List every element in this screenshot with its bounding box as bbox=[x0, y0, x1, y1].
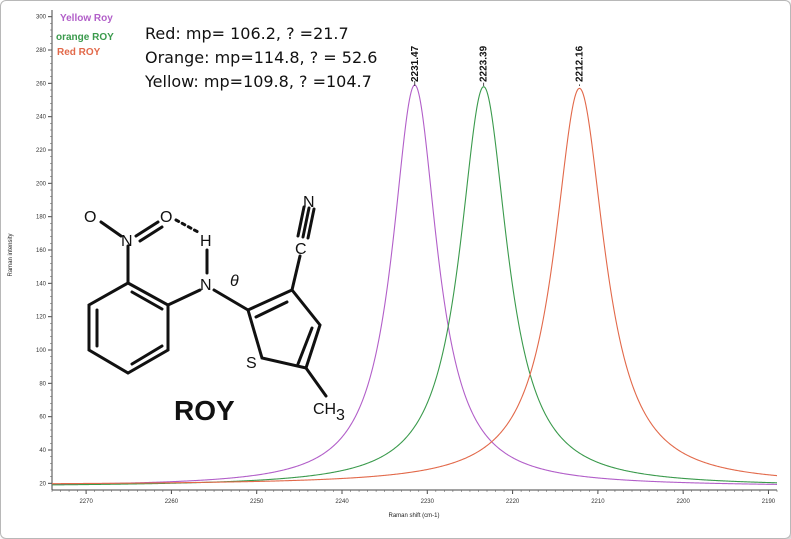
peak-labels: 2231.47 2223.39 2212.16 bbox=[410, 45, 585, 86]
annotation-red: Red: mp= 106.2, ? =21.7 bbox=[145, 24, 349, 43]
y-tick-label: 300 bbox=[36, 15, 47, 21]
benzene-inner-bond-2 bbox=[130, 290, 164, 311]
bond-nitro-o2 bbox=[134, 220, 160, 238]
series-line-1 bbox=[51, 86, 778, 486]
molecule-name: ROY bbox=[174, 395, 235, 426]
y-tick-label: 220 bbox=[36, 148, 47, 154]
x-tick-label: 2240 bbox=[335, 499, 349, 505]
atom-o1: O bbox=[84, 209, 96, 226]
y-tick-label: 120 bbox=[36, 315, 47, 321]
y-tick-label: 40 bbox=[39, 448, 46, 454]
atom-o2: O bbox=[160, 209, 172, 226]
x-tick-label: 2270 bbox=[79, 499, 93, 505]
peak-label: 2212.16 bbox=[574, 45, 585, 82]
roy-molecule-structure bbox=[87, 205, 328, 398]
atom-h: H bbox=[200, 233, 212, 250]
thiophene-ring bbox=[246, 288, 322, 370]
legend-yellow-roy: Yellow Roy bbox=[60, 13, 113, 24]
annotation-yellow: Yellow: mp=109.8, ? =104.7 bbox=[144, 72, 372, 91]
peak-label: 2231.47 bbox=[410, 45, 421, 82]
hydrogen-bond bbox=[174, 218, 200, 234]
peak-label: 2223.39 bbox=[479, 45, 490, 82]
benzene-ring bbox=[87, 281, 170, 375]
bond-amine-thiophene bbox=[212, 288, 250, 312]
y-tick-label: 20 bbox=[39, 481, 46, 487]
x-axis-title: Raman shift (cm-1) bbox=[388, 513, 439, 519]
methyl-group: CH bbox=[313, 401, 336, 418]
benzene-inner-bond-3 bbox=[130, 344, 164, 366]
bond-thiophene-nitrile bbox=[290, 254, 302, 292]
y-tick-label: 80 bbox=[39, 381, 46, 387]
y-tick-label: 200 bbox=[36, 181, 47, 187]
series-line-2 bbox=[52, 87, 778, 485]
y-tick-label: 160 bbox=[36, 248, 47, 254]
y-tick-label: 180 bbox=[36, 215, 47, 221]
y-axis-title: Raman intensity bbox=[8, 233, 14, 276]
nitrile-triple-1 bbox=[301, 206, 311, 239]
legend-orange-roy: orange ROY bbox=[56, 32, 114, 43]
atom-nitrile-n: N bbox=[303, 194, 315, 211]
x-tick-label: 2200 bbox=[676, 499, 690, 505]
bond-nitro-o2-double bbox=[138, 225, 164, 243]
atom-sulfur: S bbox=[246, 355, 257, 372]
y-tick-label: 260 bbox=[36, 81, 47, 87]
y-tick-label: 240 bbox=[36, 115, 47, 121]
x-tick-label: 2260 bbox=[165, 499, 179, 505]
y-tick-label: 60 bbox=[39, 415, 46, 421]
molecule-labels: O O N H N θ N C S CH 3 ROY bbox=[84, 194, 345, 426]
y-tick-label: 280 bbox=[36, 48, 47, 54]
torsion-theta: θ bbox=[230, 273, 239, 290]
x-tick-label: 2230 bbox=[421, 499, 435, 505]
bond-ring-amine bbox=[166, 288, 202, 307]
y-tick-label: 140 bbox=[36, 281, 47, 287]
methyl-subscript: 3 bbox=[336, 407, 345, 424]
nitrile-triple-3 bbox=[306, 207, 316, 240]
atom-nitrile-c: C bbox=[295, 241, 307, 258]
nitrile-triple-2 bbox=[296, 205, 306, 238]
x-tick-label: 2220 bbox=[506, 499, 520, 505]
annotation-orange: Orange: mp=114.8, ? = 52.6 bbox=[145, 48, 377, 67]
atom-n-amine: N bbox=[200, 277, 212, 294]
series-line-0 bbox=[51, 84, 778, 485]
legend-red-roy: Red ROY bbox=[57, 47, 101, 58]
thiophene-inner-bond-1 bbox=[254, 300, 289, 319]
atom-n-nitro: N bbox=[121, 233, 133, 250]
bond-thiophene-methyl bbox=[304, 366, 328, 398]
x-tick-label: 2210 bbox=[591, 499, 605, 505]
y-tick-label: 100 bbox=[36, 348, 47, 354]
y-axis-ticks: 20 40 60 80 100 120 140 160 180 200 220 240 260 280 30… bbox=[36, 15, 52, 487]
thiophene-inner-bond-2 bbox=[296, 326, 314, 366]
bond-nitro-o1 bbox=[99, 220, 123, 238]
x-tick-label: 2190 bbox=[762, 499, 776, 505]
spectrum-curves bbox=[51, 84, 778, 486]
x-tick-label: 2250 bbox=[250, 499, 264, 505]
x-axis-ticks: 2270 2260 2250 2240 2230 2220 2210 2200 2190 bbox=[51, 490, 778, 505]
